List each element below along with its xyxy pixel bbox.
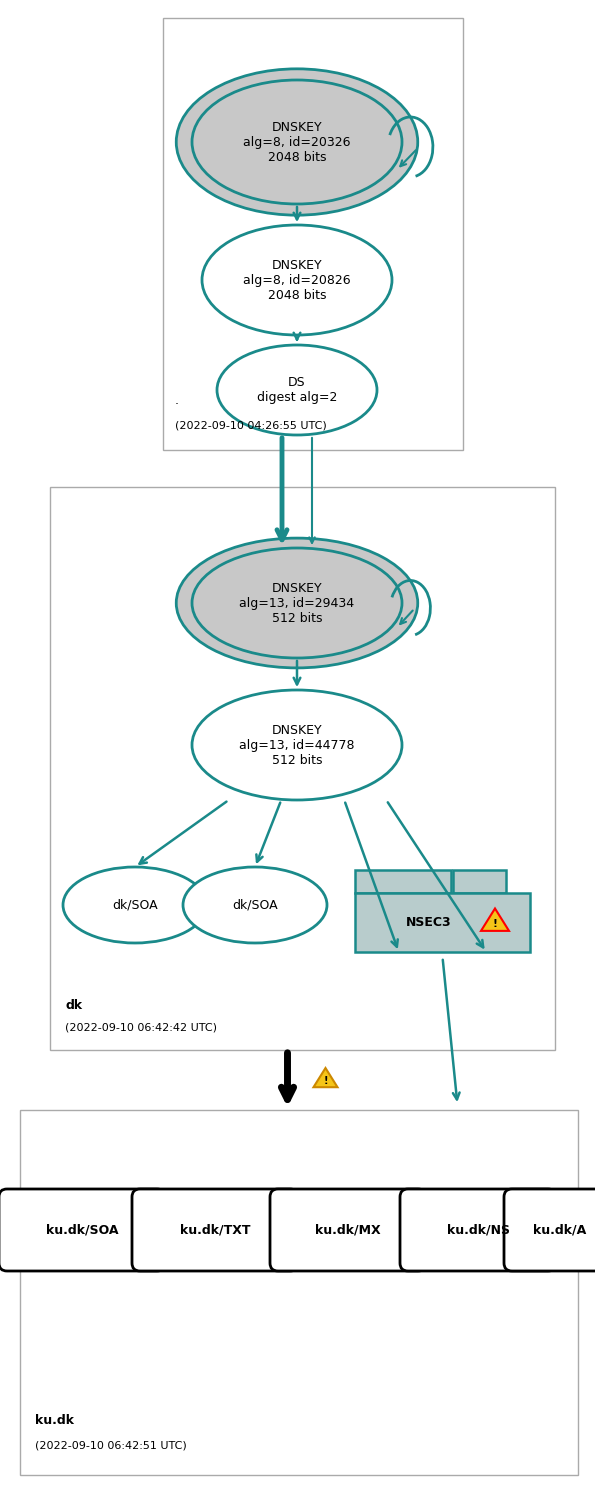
FancyBboxPatch shape	[504, 1189, 595, 1272]
Text: (2022-09-10 06:42:42 UTC): (2022-09-10 06:42:42 UTC)	[65, 1023, 217, 1034]
Text: !: !	[493, 919, 497, 929]
FancyBboxPatch shape	[270, 1189, 426, 1272]
Text: ku.dk/MX: ku.dk/MX	[315, 1224, 381, 1237]
Bar	[453, 871, 506, 893]
Text: dk/SOA: dk/SOA	[112, 899, 158, 911]
Ellipse shape	[176, 69, 418, 215]
FancyBboxPatch shape	[132, 1189, 298, 1272]
Ellipse shape	[217, 346, 377, 435]
Bar	[163, 18, 463, 450]
Text: ku.dk/SOA: ku.dk/SOA	[46, 1224, 118, 1237]
Text: dk: dk	[65, 998, 82, 1011]
Polygon shape	[314, 1068, 337, 1088]
Ellipse shape	[192, 690, 402, 800]
Text: ku.dk/A: ku.dk/A	[533, 1224, 587, 1237]
Text: DS
digest alg=2: DS digest alg=2	[257, 375, 337, 404]
Bar	[20, 1110, 578, 1475]
Ellipse shape	[183, 868, 327, 942]
Text: (2022-09-10 06:42:51 UTC): (2022-09-10 06:42:51 UTC)	[35, 1441, 187, 1450]
Ellipse shape	[202, 224, 392, 335]
Text: DNSKEY
alg=13, id=44778
512 bits: DNSKEY alg=13, id=44778 512 bits	[239, 724, 355, 766]
Ellipse shape	[63, 868, 207, 942]
Text: DNSKEY
alg=8, id=20826
2048 bits: DNSKEY alg=8, id=20826 2048 bits	[243, 259, 351, 302]
Text: !: !	[323, 1076, 328, 1086]
Text: NSEC3: NSEC3	[406, 916, 452, 929]
Ellipse shape	[176, 539, 418, 667]
Text: .: .	[175, 393, 179, 407]
Text: (2022-09-10 04:26:55 UTC): (2022-09-10 04:26:55 UTC)	[175, 420, 327, 429]
Bar	[50, 488, 555, 1050]
Text: dk/SOA: dk/SOA	[232, 899, 278, 911]
FancyBboxPatch shape	[400, 1189, 556, 1272]
Text: DNSKEY
alg=13, id=29434
512 bits: DNSKEY alg=13, id=29434 512 bits	[239, 582, 355, 624]
Text: DNSKEY
alg=8, id=20326
2048 bits: DNSKEY alg=8, id=20326 2048 bits	[243, 121, 350, 163]
Text: ku.dk/TXT: ku.dk/TXT	[180, 1224, 250, 1237]
Bar	[355, 893, 530, 951]
Polygon shape	[481, 908, 509, 931]
Text: ku.dk: ku.dk	[35, 1414, 74, 1427]
Ellipse shape	[192, 548, 402, 658]
FancyBboxPatch shape	[0, 1189, 165, 1272]
Bar	[355, 871, 451, 893]
Ellipse shape	[192, 79, 402, 203]
Text: ku.dk/NS: ku.dk/NS	[446, 1224, 509, 1237]
